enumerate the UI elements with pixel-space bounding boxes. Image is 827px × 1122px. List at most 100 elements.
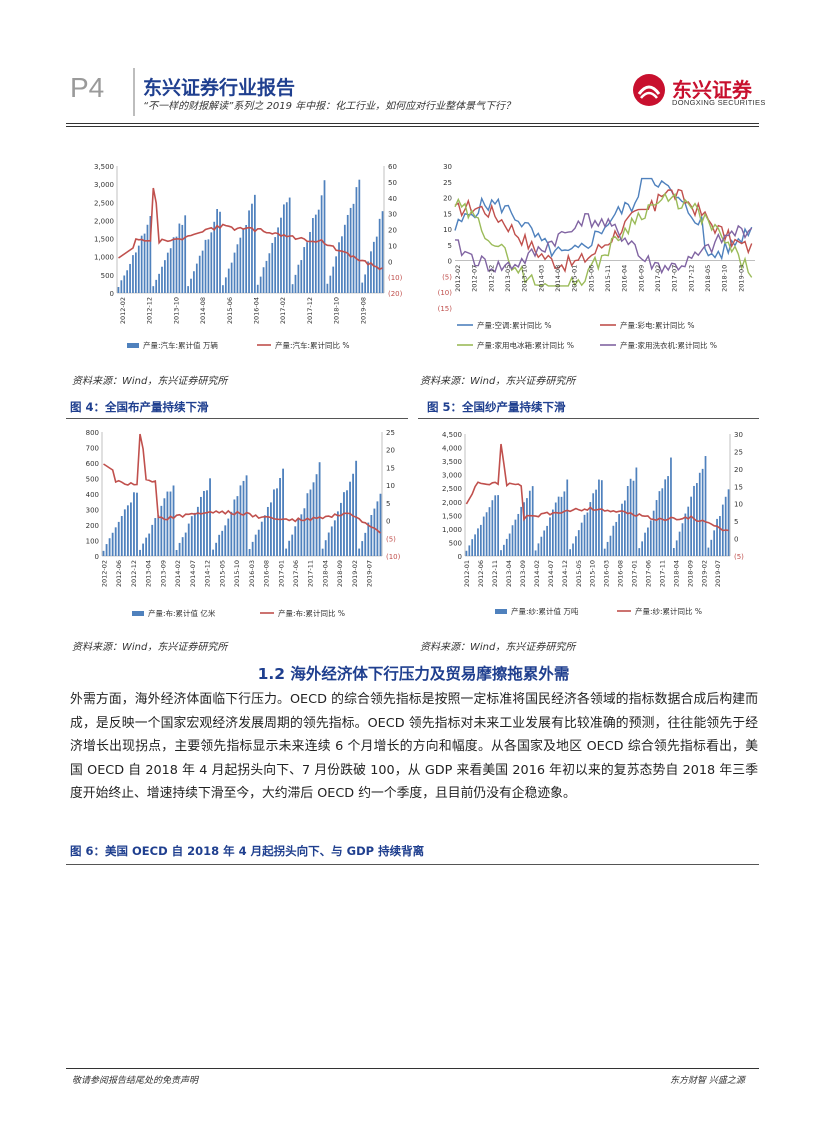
page-number: P4 (70, 72, 105, 103)
bar (262, 267, 265, 293)
bar (187, 286, 189, 293)
bar (523, 502, 525, 556)
bar (157, 515, 160, 556)
bar (468, 545, 471, 556)
x-tick-label: 2014-08 (554, 265, 562, 292)
bar (517, 513, 520, 556)
tick-label-left: 100 (86, 538, 99, 546)
bar (187, 523, 190, 556)
bar (595, 489, 597, 556)
bar (693, 485, 695, 556)
bar (549, 517, 551, 556)
bar (230, 262, 233, 293)
x-tick-label: 2017-12 (306, 297, 314, 324)
chart-cloth-production: 800 700 600 500 400 300 200 100 0 25 20 15 10 5 0 (5) (1… (86, 429, 401, 618)
header-divider (133, 68, 135, 116)
bar (200, 496, 202, 556)
bar (520, 506, 523, 556)
bar (632, 480, 635, 556)
bar (140, 235, 143, 293)
tick-label-left: 600 (86, 460, 99, 468)
bar (335, 256, 337, 293)
bar (713, 530, 716, 556)
bar (309, 231, 311, 293)
bar (479, 524, 482, 556)
bar (675, 540, 678, 556)
source-note-4: 资料来源：Wind，东兴证券研究所 (420, 642, 576, 653)
tick-label-left: 4,000 (442, 445, 462, 453)
bar (655, 500, 658, 556)
bar (266, 506, 269, 556)
footer-disclaimer: 敬请参阅报告结尾处的免责声明 (72, 1076, 199, 1086)
bar (540, 536, 543, 556)
logo-name: 东兴证券 (672, 78, 752, 102)
bar (195, 263, 198, 293)
bar (338, 242, 340, 293)
bar (719, 516, 721, 556)
bar (664, 479, 667, 556)
x-tick-label: 2016-04 (253, 297, 261, 324)
x-tick-label: 2018-04 (321, 560, 329, 587)
bar (477, 528, 479, 556)
bar (209, 478, 211, 556)
bar (230, 511, 233, 556)
bar (321, 548, 324, 556)
tick-label-left: 10 (443, 226, 452, 234)
bar (273, 489, 275, 556)
figure-5-caption: 图 5：全国纱产量持续下滑 (427, 400, 566, 414)
bar (148, 533, 151, 556)
tick-label-right: 0 (388, 258, 392, 266)
legend-label: 产量:纱:累计同比 % (635, 606, 702, 616)
bar (233, 252, 236, 293)
bar (306, 242, 308, 293)
x-tick-label: 2019-07 (714, 560, 722, 587)
chart-yarn-production: 4,500 4,000 3,500 3,000 2,500 2,000 1,500 1,000… (442, 431, 744, 616)
bar (563, 491, 566, 556)
figure-6-rule (66, 864, 759, 865)
bar (178, 542, 181, 556)
growth-line (465, 443, 729, 532)
bar (323, 180, 326, 293)
bar (324, 540, 327, 556)
bar (526, 498, 528, 556)
bar (704, 456, 707, 556)
bar (557, 496, 560, 556)
tick-label-left: 3,000 (442, 472, 462, 480)
bar (169, 491, 172, 556)
bar (583, 514, 586, 556)
tick-label-right: 60 (388, 163, 397, 171)
figure-6-caption: 图 6：美国 OECD 自 2018 年 4 月起拐头向下、与 GDP 持续背离 (70, 844, 425, 858)
bar (212, 549, 214, 556)
tick-label-right: 10 (734, 501, 743, 509)
tick-label-left: 700 (86, 445, 99, 453)
bar (303, 247, 306, 293)
x-tick-label: 2012-12 (487, 265, 495, 292)
bar (169, 248, 172, 293)
bar (500, 550, 502, 556)
bar (172, 485, 175, 556)
x-tick-label: 2017-11 (307, 560, 315, 587)
bar (698, 472, 701, 556)
x-tick-label: 2018-04 (672, 560, 680, 587)
source-note-1: 资料来源：Wind，东兴证券研究所 (72, 376, 228, 387)
legend-label: 产量:汽车:累计值 万辆 (143, 340, 218, 350)
bar (123, 509, 126, 556)
bar (117, 287, 120, 293)
report-title: 东兴证券行业报告 (143, 77, 296, 99)
x-tick-label: 2018-09 (336, 560, 344, 587)
bar (580, 522, 583, 556)
tick-label-left: 0 (95, 553, 99, 561)
bar (612, 525, 615, 556)
bar (117, 521, 120, 556)
x-tick-label: 2012-07 (471, 265, 479, 292)
bar (206, 490, 208, 556)
bar (320, 195, 323, 293)
bar (355, 460, 358, 556)
x-tick-label: 2015-05 (218, 560, 226, 587)
bar (271, 242, 274, 293)
bar (306, 493, 309, 556)
tick-label-left: 5 (448, 242, 452, 250)
bar (242, 480, 245, 556)
bar (681, 523, 684, 556)
bar (158, 273, 160, 293)
